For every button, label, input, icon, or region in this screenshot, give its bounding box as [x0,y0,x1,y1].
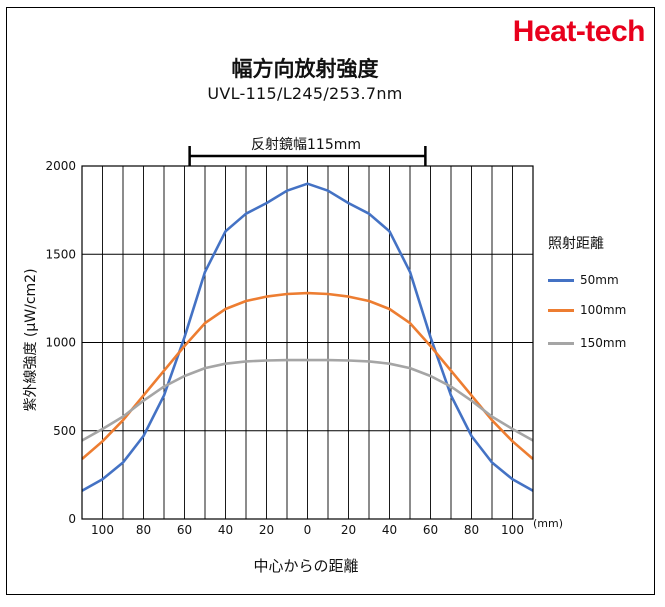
series-line-100mm [81,291,534,460]
chart-frame [6,7,655,595]
reflector-width-label: 反射鏡幅115mm [251,137,361,153]
series-line-150mm [81,358,534,442]
x-tick-label: 80 [136,523,151,537]
brand-logo: Heat-tech [512,15,646,48]
series-line-50mm [81,182,534,492]
legend-label: 50mm [580,273,619,287]
y-tick-label: 0 [68,512,76,526]
grid-lines [81,165,534,520]
x-tick-label: 20 [341,523,356,537]
reflector-width-bracket [188,146,427,166]
x-tick-label: 60 [177,523,192,537]
legend-swatch [548,342,574,345]
y-tick-label: 500 [53,424,76,438]
x-axis-unit: (mm) [533,517,564,530]
x-tick-label: 20 [259,523,274,537]
y-tick-label: 1500 [45,247,76,261]
chart-subtitle: UVL-115/L245/253.7nm [207,84,403,103]
y-tick-label: 2000 [45,159,76,173]
x-tick-label: 60 [423,523,438,537]
legend-label: 150mm [580,336,627,350]
legend-label: 100mm [580,303,627,317]
x-axis-label: 中心からの距離 [253,557,359,575]
plot-area-border [81,165,534,520]
y-tick-label: 1000 [45,336,76,350]
x-tick-label: 80 [464,523,479,537]
legend-title: 照射距離 [548,236,604,252]
legend-swatch [548,279,574,282]
x-tick-label: 100 [91,523,114,537]
x-tick-label: 0 [304,523,312,537]
y-axis-label: 紫外線強度 (μW/cm2) [23,268,39,412]
legend-swatch [548,309,574,312]
legend-item-150mm: 150mm [548,336,626,350]
series-lines [81,182,534,492]
legend-item-50mm: 50mm [548,273,619,287]
x-tick-label: 40 [382,523,397,537]
axes [81,165,534,520]
x-tick-label: 100 [501,523,524,537]
chart-title: 幅方向放射強度 [231,57,379,81]
x-tick-label: 40 [218,523,233,537]
legend-item-100mm: 100mm [548,303,626,317]
